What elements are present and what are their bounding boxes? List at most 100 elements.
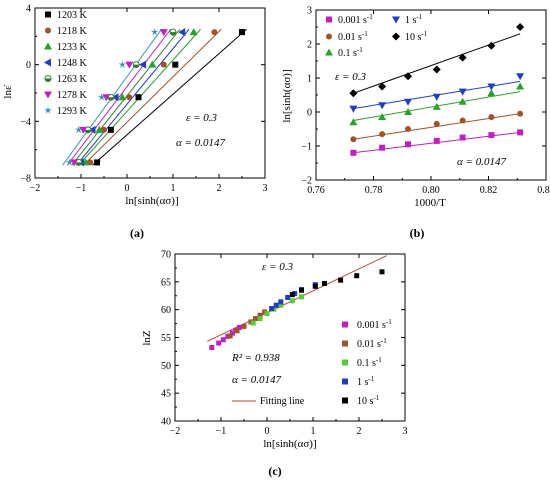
- data-point: [150, 28, 159, 36]
- x-tick-label: 0.78: [365, 185, 383, 196]
- legend-label: 1 s-1: [357, 375, 375, 388]
- data-point: [289, 292, 295, 298]
- data-point: [349, 118, 358, 126]
- x-tick-label: 3: [263, 183, 268, 194]
- data-point: [405, 141, 411, 148]
- legend-label: 1263 K: [57, 74, 88, 85]
- data-point: [88, 125, 96, 134]
- legend-label: 0.001 s-1: [357, 318, 392, 331]
- legend-label: 1218 K: [57, 26, 88, 37]
- data-point: [111, 93, 119, 102]
- y-tick-label: 1: [307, 74, 312, 85]
- y-tick-label: −2: [301, 176, 312, 187]
- x-tick-label: −2: [30, 183, 41, 194]
- legend: 0.001 s-1 0.01 s-1 0.1 s-1 1 s-1 10 s-1: [325, 13, 428, 59]
- data-point: [125, 61, 134, 69]
- y-tick-label: 0: [307, 108, 312, 119]
- x-tick-label: 1: [171, 183, 176, 194]
- data-point: [432, 102, 441, 110]
- data-point: [209, 345, 215, 351]
- annotation-alpha: α = 0.0147: [232, 374, 281, 386]
- data-point: [257, 316, 263, 322]
- legend-marker: [44, 42, 52, 50]
- data-point: [299, 287, 304, 293]
- data-points: [349, 23, 525, 156]
- fit-line: [66, 28, 172, 166]
- legend-label: 0.1 s-1: [338, 46, 363, 59]
- data-point: [379, 131, 386, 138]
- fit-line: [76, 28, 190, 166]
- x-tick-label: 0: [125, 183, 130, 194]
- data-point: [135, 94, 142, 101]
- legend-marker: [392, 16, 400, 24]
- data-point: [517, 129, 524, 136]
- legend: 0.001 s-1 0.01 s-1 0.1 s-1 1 s-1 10 s-1 Fitti…: [232, 318, 392, 407]
- data-point: [349, 89, 358, 98]
- data-point: [378, 113, 387, 121]
- y-tick-label: 65: [161, 277, 171, 288]
- y-axis-label: lnZ: [141, 330, 153, 346]
- data-point: [487, 41, 496, 50]
- legend-fit-label: Fitting line: [260, 396, 305, 407]
- legend-marker: [326, 33, 332, 40]
- legend-marker: [45, 11, 51, 18]
- x-tick-label: −1: [76, 183, 87, 194]
- data-point: [95, 125, 104, 133]
- legend-label: 1233 K: [57, 42, 88, 53]
- legend-label: 1248 K: [57, 58, 88, 69]
- x-axis-label: ln[sinh(ασ)]: [263, 438, 316, 450]
- legend-label: 1278 K: [57, 90, 88, 101]
- annotation-alpha: α = 0.0147: [457, 156, 506, 168]
- data-point: [404, 98, 412, 106]
- y-tick-label: 2: [307, 40, 312, 51]
- x-tick-label: 0.80: [422, 185, 440, 196]
- x-tick-label: 2: [357, 426, 362, 437]
- data-point: [216, 340, 222, 346]
- x-axis-label: ln[sinh(ασ)]: [125, 195, 178, 207]
- annotation-strain: ε = 0.3: [335, 71, 367, 83]
- legend-label: 10 s-1: [357, 394, 380, 407]
- legend-marker: [342, 397, 348, 404]
- data-point: [132, 61, 140, 69]
- y-tick-label: −8: [20, 174, 31, 185]
- legend-marker: [44, 75, 52, 82]
- data-point: [257, 312, 263, 318]
- legend-label: 0.001 s-1: [338, 13, 373, 26]
- data-point: [285, 294, 291, 300]
- data-point: [458, 53, 467, 62]
- y-tick-label: 55: [161, 333, 171, 344]
- data-point: [404, 108, 412, 115]
- legend-label: 0.01 s-1: [357, 337, 387, 350]
- legend-marker: [342, 340, 348, 347]
- data-point: [189, 28, 198, 36]
- annotation-strain: ε = 0.3: [262, 261, 294, 273]
- data-point: [349, 105, 358, 113]
- data-point: [322, 281, 327, 287]
- legend-marker: [325, 48, 333, 56]
- legend: 1203 K 1218 K 1233 K 1248 K 1263 K 1278 K 1293…: [44, 10, 88, 117]
- data-point: [234, 328, 240, 334]
- data-point: [70, 159, 79, 167]
- annotation-alpha: α = 0.0147: [176, 137, 225, 149]
- data-point: [459, 117, 466, 124]
- x-tick-label: 2: [217, 183, 222, 194]
- data-point: [312, 283, 318, 289]
- data-point: [516, 82, 525, 90]
- data-point: [350, 149, 357, 156]
- data-point: [278, 299, 284, 305]
- data-point: [241, 323, 247, 329]
- y-tick-label: −1: [301, 142, 312, 153]
- data-point: [172, 61, 179, 68]
- data-point: [211, 29, 218, 36]
- data-point: [139, 60, 147, 69]
- x-tick-label: 3: [403, 426, 408, 437]
- data-point: [432, 65, 441, 74]
- data-point: [516, 73, 525, 81]
- y-tick-label: 0: [26, 60, 31, 71]
- y-tick-label: 45: [161, 389, 171, 400]
- data-point: [94, 159, 101, 166]
- legend-marker: [392, 32, 400, 41]
- x-tick-label: 1: [311, 426, 316, 437]
